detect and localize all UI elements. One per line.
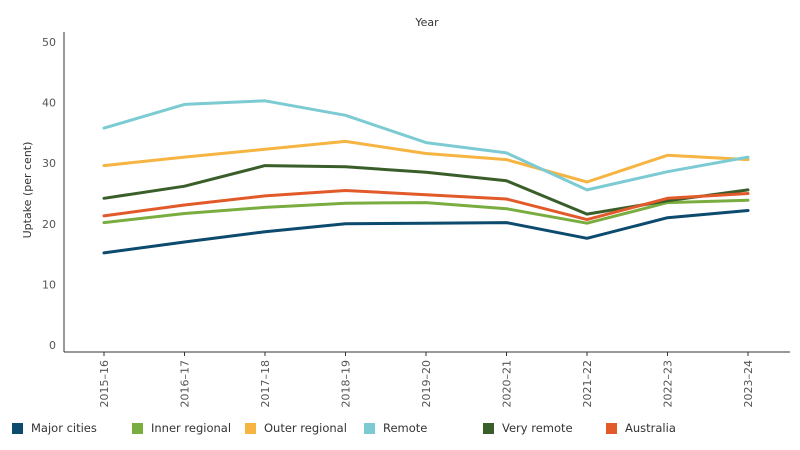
x-tick-label: 2017–18 — [259, 360, 272, 408]
legend-item: Remote — [364, 418, 427, 438]
y-tick-label: 30 — [42, 157, 56, 170]
y-tick-label: 50 — [42, 36, 56, 49]
x-tick-label: 2015–16 — [98, 360, 111, 408]
legend-label: Inner regional — [151, 421, 232, 435]
x-tick-label: 2019–20 — [420, 360, 433, 408]
legend-item: Australia — [606, 418, 676, 438]
legend-label: Major cities — [31, 421, 97, 435]
legend-label: Outer regional — [264, 421, 347, 435]
y-axis-title: Uptake (per cent) — [21, 142, 34, 239]
series-line-remote — [102, 99, 750, 192]
legend-item: Very remote — [483, 418, 573, 438]
legend-swatch — [364, 422, 375, 434]
x-tick-label: 2020–21 — [501, 360, 514, 408]
series-lines — [102, 99, 750, 255]
x-tick-label: 2018–19 — [340, 360, 353, 408]
y-ticks: 0 10 20 30 40 50 — [42, 36, 56, 352]
x-tick-label: 2022–23 — [662, 360, 675, 408]
legend-swatch — [245, 422, 256, 434]
x-tick-label: 2023–24 — [742, 360, 755, 408]
x-tick-label: 2021–22 — [581, 360, 594, 408]
x-tick-label: 2016–17 — [179, 360, 192, 408]
legend-item: Major cities — [12, 418, 97, 438]
legend-item: Inner regional — [132, 418, 231, 438]
y-tick-label: 40 — [42, 97, 56, 110]
series-line-australia — [102, 189, 750, 222]
y-tick-label: 0 — [49, 339, 56, 352]
legend-item: Outer regional — [245, 418, 347, 438]
y-tick-label: 20 — [42, 218, 56, 231]
legend: Major cities Inner regional Outer regional… — [12, 418, 792, 438]
legend-swatch — [483, 422, 494, 434]
legend-label: Remote — [383, 421, 428, 435]
legend-label: Australia — [625, 421, 676, 435]
legend-label: Very remote — [502, 421, 573, 435]
legend-swatch — [606, 422, 617, 434]
x-ticks: 2015–16 2016–17 2017–18 2018–19 2019–20 2020–… — [98, 352, 755, 408]
series-line-major-cities — [102, 209, 750, 255]
legend-swatch — [132, 422, 143, 434]
chart-title: Year — [414, 16, 439, 29]
series-line-outer-regional — [102, 139, 750, 184]
series-line-inner-regional — [102, 198, 750, 225]
legend-swatch — [12, 422, 23, 434]
y-tick-label: 10 — [42, 278, 56, 291]
